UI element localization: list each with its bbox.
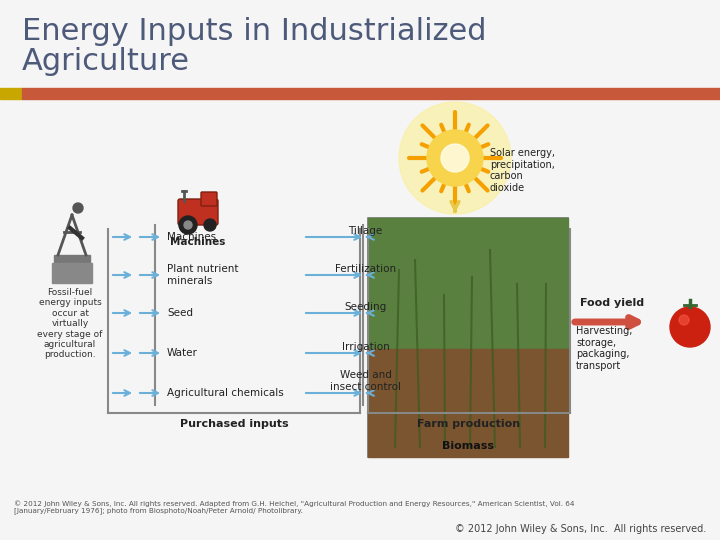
Text: Energy Inputs in Industrialized: Energy Inputs in Industrialized	[22, 17, 487, 46]
FancyBboxPatch shape	[201, 192, 217, 206]
Text: Seed: Seed	[167, 308, 193, 318]
Circle shape	[399, 102, 511, 214]
Text: Solar energy,
precipitation,
carbon
dioxide: Solar energy, precipitation, carbon diox…	[490, 148, 555, 193]
Text: Farm production: Farm production	[418, 419, 521, 429]
Text: Machines: Machines	[171, 237, 225, 247]
Bar	[368, 349, 568, 457]
Bar	[368, 218, 568, 349]
Circle shape	[184, 221, 192, 229]
Text: © 2012 John Wiley & Sons, Inc. All rights reserved. Adapted from G.H. Heichel, ": © 2012 John Wiley & Sons, Inc. All right…	[14, 500, 575, 515]
Text: Agriculture: Agriculture	[22, 48, 190, 77]
Text: Fertilization: Fertilization	[335, 264, 396, 274]
Text: © 2012 John Wiley & Sons, Inc.  All rights reserved.: © 2012 John Wiley & Sons, Inc. All right…	[455, 524, 706, 534]
Circle shape	[679, 315, 689, 325]
Bar	[54, 255, 90, 263]
Text: Fossil-fuel
energy inputs
occur at
virtually
every stage of
agricultural
product: Fossil-fuel energy inputs occur at virtu…	[37, 288, 103, 360]
Text: Agricultural chemicals: Agricultural chemicals	[167, 388, 284, 398]
Text: Weed and
insect control: Weed and insect control	[330, 370, 401, 392]
Bar	[0, 88, 22, 99]
Text: Water: Water	[167, 348, 198, 358]
Text: Biomass: Biomass	[442, 441, 494, 451]
Circle shape	[670, 307, 710, 347]
Circle shape	[179, 216, 197, 234]
Text: Irrigation: Irrigation	[341, 342, 390, 352]
Text: Food yield: Food yield	[580, 298, 644, 308]
Bar	[22, 88, 720, 99]
Text: Purchased inputs: Purchased inputs	[180, 419, 288, 429]
Circle shape	[427, 130, 483, 186]
Circle shape	[73, 203, 83, 213]
Text: Plant nutrient
minerals: Plant nutrient minerals	[167, 264, 238, 286]
Bar	[52, 263, 92, 283]
FancyBboxPatch shape	[178, 199, 218, 225]
Circle shape	[204, 219, 216, 231]
Text: Machines: Machines	[167, 232, 216, 242]
Circle shape	[441, 144, 469, 172]
Text: Harvesting,
storage,
packaging,
transport: Harvesting, storage, packaging, transpor…	[576, 326, 632, 371]
Text: Seeding: Seeding	[344, 302, 387, 312]
FancyBboxPatch shape	[368, 218, 568, 457]
Text: Tillage: Tillage	[348, 226, 382, 236]
